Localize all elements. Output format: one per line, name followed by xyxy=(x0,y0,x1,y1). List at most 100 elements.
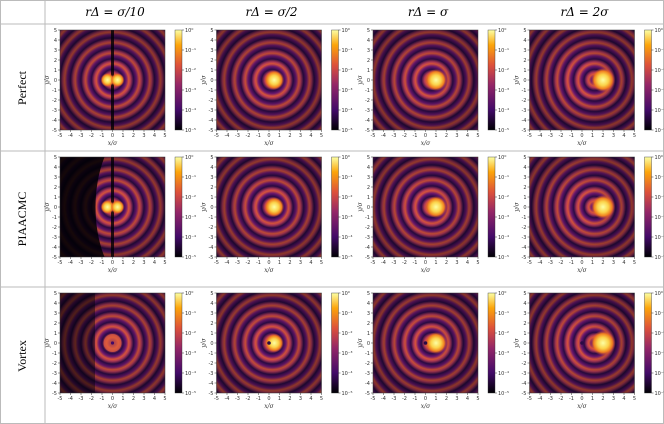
colorbar-tick-label: 10⁻² xyxy=(185,68,196,74)
y-tick-label: -2 xyxy=(209,98,214,104)
x-tick-label: 3 xyxy=(142,133,145,139)
x-tick-label: 3 xyxy=(612,396,615,402)
x-tick-label: -3 xyxy=(392,133,397,139)
x-tick-label: -4 xyxy=(225,260,230,266)
colorbar-tick-label: 10⁻¹ xyxy=(185,48,196,54)
x-tick-label: 2 xyxy=(132,260,135,266)
y-axis-label: y/σ xyxy=(357,74,364,85)
colorbar-tick-label: 10⁻⁵ xyxy=(655,391,664,397)
colorbar-tick-label: 10⁻³ xyxy=(498,351,509,357)
colorbar-tick-label: 10⁻³ xyxy=(185,351,196,357)
y-tick-label: 4 xyxy=(367,165,370,171)
x-tick-label: -2 xyxy=(246,133,251,139)
y-tick-label: 1 xyxy=(210,195,213,201)
panel: -5 -4 -3 -2 -1 0 1 2 3 4 5 -5 -4 -3 -2 -1 0 1 2 3 4 5 x/σ y/σ 10… xyxy=(357,28,509,147)
y-tick-label: 5 xyxy=(54,155,57,161)
y-tick-label: 2 xyxy=(210,58,213,64)
y-tick-label: -2 xyxy=(522,361,527,367)
x-tick-label: -5 xyxy=(58,396,63,402)
colorbar-tick-label: 10⁻¹ xyxy=(655,48,664,54)
colorbar-tick-label: 10⁰ xyxy=(185,155,193,161)
colorbar-tick-label: 10⁻³ xyxy=(342,88,353,94)
heatmap xyxy=(60,293,165,393)
y-tick-label: 2 xyxy=(210,185,213,191)
colorbar-tick-label: 10⁻⁴ xyxy=(342,108,353,114)
x-tick-label: 5 xyxy=(633,396,636,402)
colorbar-tick-label: 10⁰ xyxy=(342,155,350,161)
y-tick-label: -3 xyxy=(52,108,57,114)
x-tick-label: 3 xyxy=(142,260,145,266)
y-tick-label: -3 xyxy=(365,108,370,114)
y-tick-label: -4 xyxy=(52,118,57,124)
colorbar-tick-label: 10⁻¹ xyxy=(655,311,664,317)
colorbar-tick-label: 10⁻⁵ xyxy=(185,255,196,261)
y-tick-label: -1 xyxy=(522,351,527,357)
x-tick-label: 5 xyxy=(320,133,323,139)
row-label: PIAACMC xyxy=(15,192,29,247)
y-tick-label: -3 xyxy=(522,235,527,241)
y-axis-label: y/σ xyxy=(514,201,521,212)
y-tick-label: 2 xyxy=(523,58,526,64)
x-axis-label: x/σ xyxy=(421,403,431,410)
panel: -5 -4 -3 -2 -1 0 1 2 3 4 5 -5 -4 -3 -2 -1 0 1 2 3 4 5 x/σ y/σ 10… xyxy=(201,28,353,147)
x-tick-label: -3 xyxy=(548,260,553,266)
colorbar-tick-label: 10⁻² xyxy=(342,195,353,201)
x-tick-label: 2 xyxy=(288,260,291,266)
x-axis-label: x/σ xyxy=(264,267,274,274)
y-tick-label: 1 xyxy=(367,195,370,201)
y-tick-label: -5 xyxy=(522,391,527,397)
y-tick-label: 1 xyxy=(523,68,526,74)
y-tick-label: -5 xyxy=(522,128,527,134)
y-tick-label: 0 xyxy=(210,205,213,211)
column-title: rΔ = 2σ xyxy=(561,5,610,19)
colorbar-tick-label: 10⁻⁴ xyxy=(185,108,196,114)
colorbar-tick-label: 10⁻² xyxy=(655,331,664,337)
colorbar-tick-label: 10⁻⁵ xyxy=(342,128,353,134)
y-tick-label: -5 xyxy=(365,128,370,134)
x-tick-label: -2 xyxy=(89,260,94,266)
colorbar xyxy=(331,156,339,258)
x-tick-label: -2 xyxy=(89,133,94,139)
y-axis-label: y/σ xyxy=(201,337,208,348)
x-tick-label: 5 xyxy=(476,260,479,266)
y-tick-label: -2 xyxy=(365,361,370,367)
x-tick-label: 4 xyxy=(153,260,156,266)
x-tick-label: -3 xyxy=(548,133,553,139)
colorbar-tick-label: 10⁻⁵ xyxy=(498,128,509,134)
x-tick-label: 0 xyxy=(267,396,270,402)
y-tick-label: 4 xyxy=(54,38,57,44)
x-tick-label: 1 xyxy=(434,396,437,402)
x-tick-label: -1 xyxy=(256,396,261,402)
y-tick-label: 3 xyxy=(367,175,370,181)
colorbar-tick-label: 10⁰ xyxy=(655,155,663,161)
colorbar-tick-label: 10⁻¹ xyxy=(342,175,353,181)
y-tick-label: 0 xyxy=(367,78,370,84)
colorbar-tick-label: 10⁻⁵ xyxy=(185,391,196,397)
y-tick-label: 5 xyxy=(54,291,57,297)
x-tick-label: -3 xyxy=(392,260,397,266)
colorbar-tick-label: 10⁻⁵ xyxy=(185,128,196,134)
y-tick-label: 4 xyxy=(523,165,526,171)
x-tick-label: 5 xyxy=(476,396,479,402)
y-axis-label: y/σ xyxy=(44,337,51,348)
x-tick-label: -2 xyxy=(402,133,407,139)
colorbar-tick-label: 10⁻⁴ xyxy=(498,371,509,377)
y-tick-label: 3 xyxy=(54,48,57,54)
y-tick-label: -1 xyxy=(52,351,57,357)
colorbar xyxy=(331,29,339,131)
y-tick-label: -2 xyxy=(52,361,57,367)
y-axis-label: y/σ xyxy=(44,201,51,212)
heatmap xyxy=(529,157,635,257)
x-tick-label: -4 xyxy=(68,260,73,266)
x-tick-label: 0 xyxy=(424,133,427,139)
x-tick-label: -1 xyxy=(413,260,418,266)
x-tick-label: 4 xyxy=(466,396,469,402)
x-tick-label: 2 xyxy=(288,133,291,139)
y-tick-label: 0 xyxy=(210,78,213,84)
x-tick-label: -2 xyxy=(559,133,564,139)
y-tick-label: 3 xyxy=(210,48,213,54)
colorbar-tick-label: 10⁰ xyxy=(498,291,506,297)
x-tick-label: 3 xyxy=(455,396,458,402)
y-tick-label: -1 xyxy=(365,351,370,357)
y-tick-label: -2 xyxy=(522,225,527,231)
